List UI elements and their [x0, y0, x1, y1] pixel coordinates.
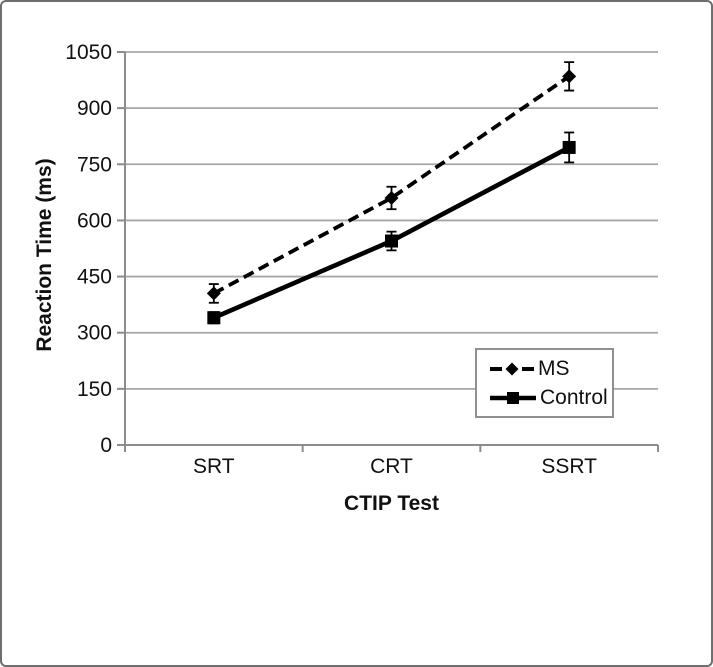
y-tick-label: 450: [77, 266, 112, 289]
square-marker: [207, 311, 221, 325]
legend: MS Control: [475, 348, 614, 418]
dashed-line: [212, 74, 571, 296]
solid-square-marker-icon: [490, 391, 536, 404]
diamond-marker: [206, 286, 221, 301]
series-control: [207, 131, 576, 325]
gridlines: [125, 51, 658, 390]
square-marker: [385, 234, 398, 248]
legend-item-control: Control: [489, 385, 612, 411]
legend-label-ms: MS: [538, 356, 570, 380]
category-labels: SRT CRT SSRT: [193, 455, 597, 478]
y-tick-label: 150: [77, 378, 112, 401]
diamond-marker: [562, 69, 577, 84]
y-tick-labels: 0 150 300 450 600 750 900 1050: [65, 41, 112, 457]
y-tick-label: 300: [77, 322, 112, 345]
y-tick-label: 750: [77, 153, 112, 176]
x-axis-title: CTIP Test: [344, 492, 439, 515]
category-label: SRT: [193, 455, 235, 478]
square-marker: [562, 140, 576, 154]
dashed-diamond-marker-icon: [490, 362, 534, 375]
y-tick-label: 0: [100, 434, 112, 457]
series-ms: [206, 61, 577, 304]
y-tick-label: 900: [77, 97, 112, 120]
y-tick-label: 600: [77, 209, 112, 232]
legend-label-control: Control: [540, 385, 608, 409]
category-label: CRT: [370, 455, 413, 478]
category-label: SSRT: [541, 455, 597, 478]
y-axis-title: Reaction Time (ms): [33, 158, 56, 352]
legend-item-ms: MS: [489, 356, 612, 382]
y-tick-label: 1050: [65, 41, 112, 64]
axes: [117, 51, 659, 452]
diamond-marker: [384, 190, 399, 205]
